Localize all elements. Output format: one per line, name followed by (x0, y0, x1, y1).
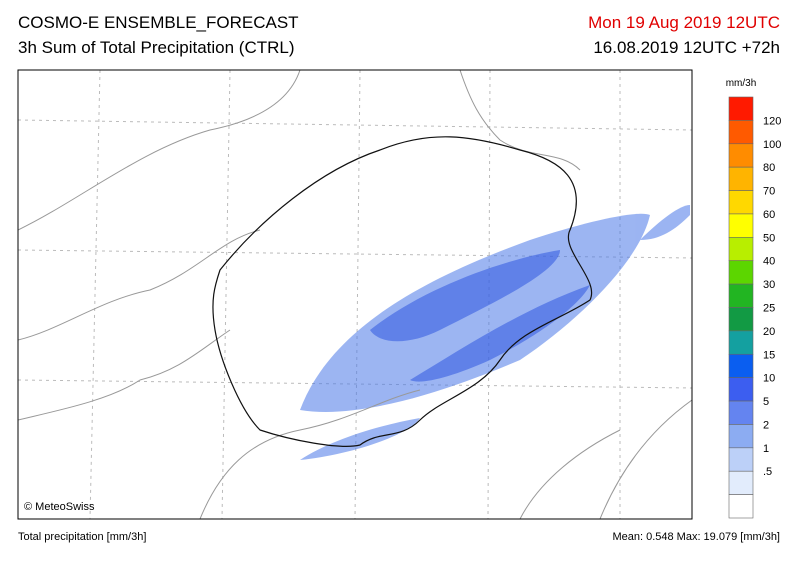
colorbar-box (728, 260, 754, 285)
swiss-border (212, 136, 593, 447)
colorbar-label: 20 (763, 326, 775, 338)
footer-right: Mean: 0.548 Max: 19.079 [mm/3h] (612, 531, 780, 543)
title: COSMO-E ENSEMBLE_FORECAST (18, 13, 299, 32)
colorbar-label: 40 (763, 256, 775, 268)
colorbar-label: 5 (763, 396, 769, 408)
colorbar-label: 80 (763, 162, 775, 174)
colorbar-box (728, 377, 754, 402)
colorbar-box (728, 307, 754, 332)
colorbar-box (728, 330, 754, 355)
borders (18, 70, 692, 519)
credit: © MeteoSwiss (24, 501, 95, 513)
colorbar-label: 2 (763, 419, 769, 431)
colorbar-label: 1 (763, 443, 769, 455)
valid-time: Mon 19 Aug 2019 12UTC (588, 13, 780, 32)
colorbar-box (728, 424, 754, 449)
colorbar-label: 25 (763, 303, 775, 315)
precipitation-core (370, 250, 590, 382)
colorbar-box (728, 190, 754, 215)
colorbar-box (728, 470, 754, 495)
colorbar-box (728, 96, 754, 121)
subtitle: 3h Sum of Total Precipitation (CTRL) (18, 38, 295, 57)
colorbar-label: 10 (763, 373, 775, 385)
footer-left: Total precipitation [mm/3h] (18, 531, 146, 543)
colorbar-box (728, 353, 754, 378)
colorbar-label: 70 (763, 186, 775, 198)
map-frame (17, 69, 693, 520)
colorbar-box (728, 143, 754, 168)
colorbar-box (728, 494, 754, 519)
colorbar-label: .5 (763, 466, 772, 478)
run-time: 16.08.2019 12UTC +72h (593, 38, 780, 57)
colorbar-box (728, 120, 754, 145)
colorbar-box (728, 166, 754, 191)
colorbar-label: 120 (763, 115, 781, 127)
colorbar-label: 15 (763, 349, 775, 361)
colorbar-box (728, 400, 754, 425)
colorbar-box (728, 213, 754, 238)
colorbar-box (728, 283, 754, 308)
colorbar: 120 100 80 70 60 50 40 30 25 20 15 10 5 2 1 .5 (728, 96, 781, 519)
legend-unit: mm/3h (726, 78, 757, 89)
colorbar-label: 60 (763, 209, 775, 221)
precipitation (300, 205, 690, 460)
colorbar-label: 30 (763, 279, 775, 291)
colorbar-label: 100 (763, 139, 781, 151)
map: © MeteoSwiss (17, 69, 693, 520)
colorbar-label: 50 (763, 232, 775, 244)
colorbar-box (728, 447, 754, 472)
colorbar-box (728, 237, 754, 262)
